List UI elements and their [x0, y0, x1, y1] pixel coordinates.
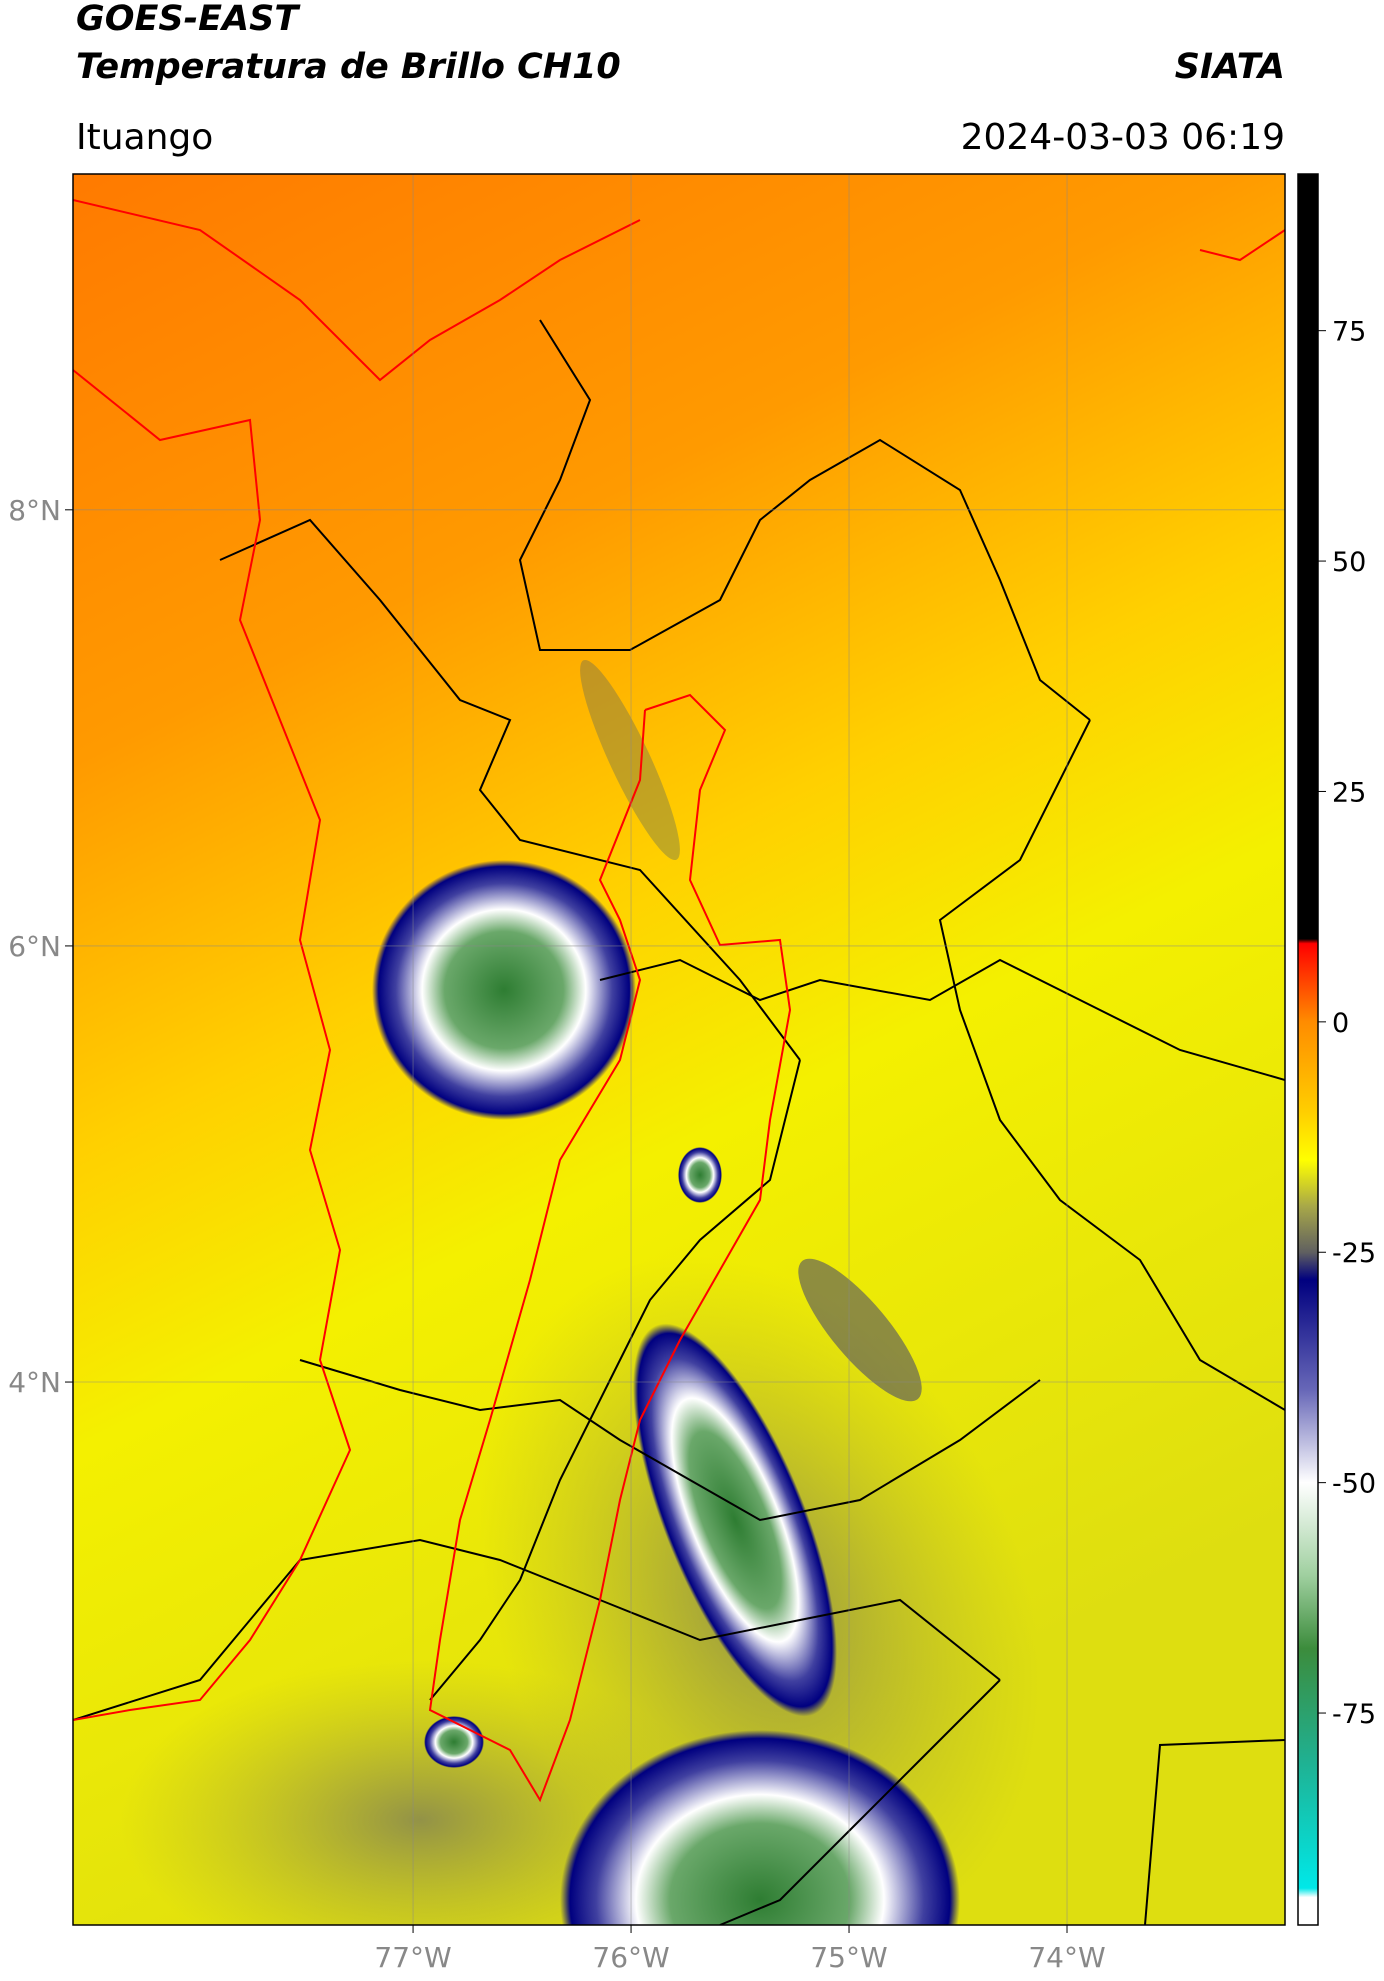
satellite-name: GOES-EAST	[76, 0, 301, 39]
ituango-outline	[73, 199, 1285, 1803]
graticule	[73, 174, 1285, 1925]
map-frame	[72, 173, 1286, 1926]
coastline	[1199, 229, 1285, 262]
boundary	[429, 1059, 801, 1701]
colorbar-tick-label: 0	[1332, 1008, 1349, 1039]
lat-tick-label: 6°N	[8, 930, 61, 963]
colorbar-tick-label: 75	[1332, 317, 1366, 348]
satellite-image	[73, 174, 1285, 1925]
boundary	[938, 719, 1285, 1411]
datetime: 2024-03-03 06:19	[961, 117, 1285, 158]
coastline	[73, 369, 352, 1721]
boundary	[518, 319, 1091, 721]
lon-tick-label: 77°W	[374, 1941, 451, 1974]
storm-cell	[560, 1730, 960, 1925]
colorbar-tick-label: -25	[1332, 1238, 1376, 1269]
agency: SIATA	[1175, 47, 1285, 87]
colorbar-tick-label: 25	[1332, 777, 1366, 808]
cloud-streak	[580, 659, 680, 861]
boundary	[1144, 1739, 1285, 1925]
boundary	[599, 958, 1285, 1081]
storm-cell	[424, 1716, 484, 1768]
storm-cell	[633, 1323, 837, 1717]
product-title: Temperatura de Brillo CH10	[76, 47, 621, 87]
storm-cell	[678, 1147, 722, 1203]
region-outline	[428, 693, 792, 1803]
lon-tick-label: 75°W	[810, 1941, 887, 1974]
lon-tick-label: 74°W	[1028, 1941, 1105, 1974]
location: Ituango	[76, 117, 213, 158]
cloud-streak	[798, 1258, 922, 1402]
storm-cell	[372, 860, 636, 1120]
coastline	[73, 199, 641, 382]
boundary	[219, 518, 801, 1061]
colorbar-tick-label: 50	[1332, 547, 1366, 578]
lat-tick-label: 8°N	[8, 494, 61, 527]
lon-tick-label: 76°W	[592, 1941, 669, 1974]
boundary	[73, 1538, 1001, 1721]
colorbar-tick-label: -75	[1332, 1699, 1376, 1730]
colorbar-tick-label: -50	[1332, 1469, 1376, 1500]
colorbar	[1297, 173, 1319, 1926]
admin-boundaries	[73, 319, 1285, 1925]
boundary	[299, 1359, 1041, 1522]
boundary	[719, 1679, 1001, 1925]
lat-tick-label: 4°N	[8, 1366, 61, 1399]
